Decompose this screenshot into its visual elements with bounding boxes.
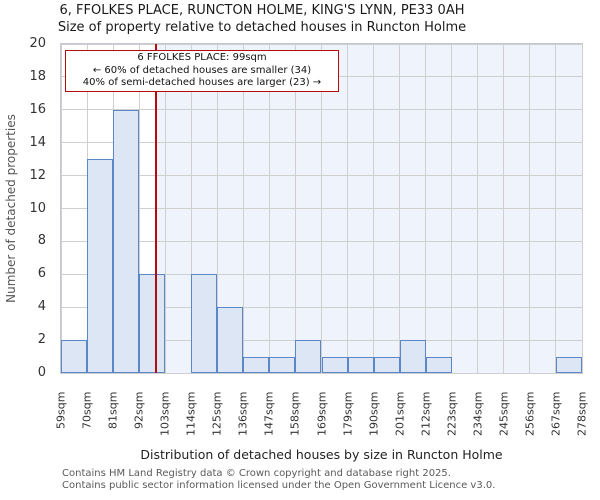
histogram-bar xyxy=(399,340,426,373)
vertical-gridline xyxy=(529,44,531,373)
chart-subtitle: Size of property relative to detached ho… xyxy=(57,20,467,35)
histogram-bar xyxy=(113,109,140,373)
annotation-larger-stat: 40% of semi-detached houses are larger (… xyxy=(82,77,322,89)
y-tick-label: 6 xyxy=(37,266,46,282)
vertical-gridline xyxy=(555,44,557,373)
histogram-bar xyxy=(425,356,452,373)
vertical-gridline xyxy=(425,44,427,373)
y-tick-label: 10 xyxy=(29,200,46,216)
y-tick-label: 8 xyxy=(37,233,46,249)
y-tick-label: 14 xyxy=(29,134,46,150)
vertical-gridline xyxy=(242,44,244,373)
histogram-bar xyxy=(87,159,114,373)
footer-attribution-hm-land-registry: Contains HM Land Registry data © Crown c… xyxy=(62,468,451,479)
vertical-gridline xyxy=(216,44,218,373)
footer-attribution-ogl: Contains public sector information licen… xyxy=(62,479,496,491)
x-tick-label: 212sqm xyxy=(419,391,433,436)
annotation-smaller-stat: ← 60% of detached houses are smaller (34… xyxy=(92,64,312,76)
x-axis-label: Distribution of detached houses by size … xyxy=(140,447,503,462)
x-tick-label: 114sqm xyxy=(184,391,198,436)
histogram-bar xyxy=(555,356,582,373)
x-tick-label: 92sqm xyxy=(132,391,146,429)
vertical-gridline xyxy=(190,44,192,373)
chart-title: 6, FFOLKES PLACE, RUNCTON HOLME, KING'S … xyxy=(59,3,465,18)
annotation-property-size: 6 FFOLKES PLACE: 99sqm xyxy=(137,52,267,64)
horizontal-gridline xyxy=(61,372,582,374)
vertical-gridline xyxy=(399,44,401,373)
vertical-gridline xyxy=(321,44,322,373)
histogram-bar xyxy=(321,356,348,373)
vertical-gridline xyxy=(451,44,453,373)
x-tick-label: 136sqm xyxy=(236,391,250,436)
vertical-gridline xyxy=(347,44,349,373)
vertical-gridline xyxy=(164,44,166,373)
histogram-bar xyxy=(61,340,88,373)
x-tick-label: 59sqm xyxy=(54,391,68,429)
y-tick-label: 4 xyxy=(37,299,46,315)
x-tick-label: 169sqm xyxy=(315,391,328,436)
property-size-marker-line xyxy=(154,44,157,373)
x-tick-label: 125sqm xyxy=(210,391,224,436)
x-tick-label: 81sqm xyxy=(106,391,120,429)
vertical-gridline xyxy=(138,44,140,373)
y-tick-label: 18 xyxy=(29,68,46,84)
vertical-gridline xyxy=(294,44,296,373)
x-tick-label: 179sqm xyxy=(341,391,355,436)
annotation-box: 6 FFOLKES PLACE: 99sqm ← 60% of detached… xyxy=(65,50,339,92)
vertical-gridline xyxy=(268,44,270,373)
y-tick-label: 12 xyxy=(29,167,46,183)
y-tick-label: 16 xyxy=(29,101,46,117)
x-tick-label: 70sqm xyxy=(80,391,94,429)
x-tick-label: 190sqm xyxy=(367,391,381,436)
histogram-bar xyxy=(347,356,374,373)
x-tick-label: 245sqm xyxy=(497,391,511,436)
y-tick-label: 0 xyxy=(37,365,46,380)
vertical-gridline xyxy=(60,44,62,373)
y-tick-label: 20 xyxy=(29,36,46,51)
histogram-bar xyxy=(217,307,244,373)
histogram-bar xyxy=(295,340,322,373)
x-tick-label: 147sqm xyxy=(262,391,276,436)
x-tick-label: 267sqm xyxy=(549,391,563,436)
x-tick-label: 278sqm xyxy=(575,391,589,436)
x-tick-label: 158sqm xyxy=(288,391,302,436)
vertical-gridline xyxy=(581,44,583,373)
plot-area: 6 FFOLKES PLACE: 99sqm ← 60% of detached… xyxy=(60,43,583,374)
x-tick-label: 256sqm xyxy=(523,391,537,436)
histogram-bar xyxy=(243,356,270,373)
histogram-bar xyxy=(373,356,400,373)
histogram-bar xyxy=(139,274,166,373)
histogram-bar xyxy=(191,274,218,373)
vertical-gridline xyxy=(477,44,479,373)
x-tick-label: 201sqm xyxy=(393,391,407,436)
vertical-gridline xyxy=(503,44,505,373)
vertical-gridline xyxy=(373,44,375,373)
x-tick-label: 223sqm xyxy=(445,391,459,436)
x-tick-label: 234sqm xyxy=(471,391,485,436)
y-tick-label: 2 xyxy=(37,332,46,348)
x-tick-label: 103sqm xyxy=(158,391,172,436)
histogram-bar xyxy=(269,356,296,373)
